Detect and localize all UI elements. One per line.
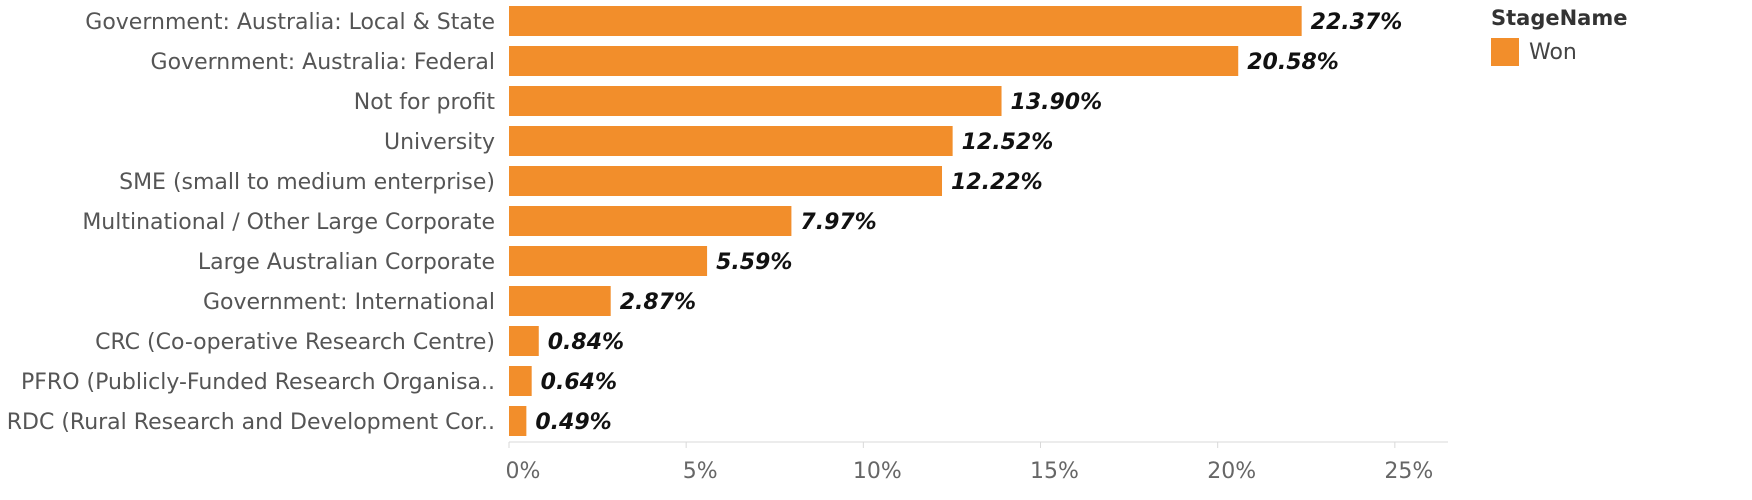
category-label-multinational-other-large-corporate: Multinational / Other Large Corporate xyxy=(82,210,495,235)
category-label-pfro-publicly-funded-research-organisa: PFRO (Publicly-Funded Research Organisa.… xyxy=(21,370,495,395)
bar-university[interactable] xyxy=(509,126,953,156)
x-tick-label: 0% xyxy=(506,459,541,484)
bar-not-for-profit[interactable] xyxy=(509,86,1002,116)
legend: StageName Won xyxy=(1491,6,1627,66)
legend-title: StageName xyxy=(1491,6,1628,30)
value-label-large-australian-corporate: 5.59% xyxy=(716,250,792,275)
category-label-not-for-profit: Not for profit xyxy=(354,90,496,115)
value-label-crc-co-operative-research-centre: 0.84% xyxy=(548,330,624,355)
bars xyxy=(509,6,1302,436)
category-label-government-australia-federal: Government: Australia: Federal xyxy=(151,50,495,75)
x-tick-label: 20% xyxy=(1207,459,1256,484)
value-label-multinational-other-large-corporate: 7.97% xyxy=(800,210,876,235)
x-tick-label: 10% xyxy=(853,459,902,484)
value-label-rdc-rural-research-and-development-cor: 0.49% xyxy=(535,410,611,435)
category-label-rdc-rural-research-and-development-cor: RDC (Rural Research and Development Cor.… xyxy=(7,410,495,435)
value-label-pfro-publicly-funded-research-organisa: 0.64% xyxy=(541,370,617,395)
bar-sme-small-to-medium-enterprise[interactable] xyxy=(509,166,943,196)
legend-label: Won xyxy=(1529,39,1577,65)
legend-swatch xyxy=(1491,38,1519,66)
bar-rdc-rural-research-and-development-cor[interactable] xyxy=(509,406,527,436)
value-label-government-australia-local-state: 22.37% xyxy=(1311,10,1403,35)
category-label-crc-co-operative-research-centre: CRC (Co-operative Research Centre) xyxy=(95,330,495,355)
category-label-sme-small-to-medium-enterprise: SME (small to medium enterprise) xyxy=(119,170,495,195)
x-tick-label: 25% xyxy=(1384,459,1433,484)
bar-pfro-publicly-funded-research-organisa[interactable] xyxy=(509,366,532,396)
bar-government-australia-federal[interactable] xyxy=(509,46,1239,76)
bar-multinational-other-large-corporate[interactable] xyxy=(509,206,792,236)
value-labels: 22.37% 20.58% 13.90% 12.52% 12.22% 7.97% 5.59%… xyxy=(535,10,1402,435)
legend-item-won[interactable]: Won xyxy=(1491,38,1627,66)
x-axis: 0% 5% 10% 15% 20% 25% xyxy=(506,441,1448,484)
bar-government-australia-local-state[interactable] xyxy=(509,6,1302,36)
bar-crc-co-operative-research-centre[interactable] xyxy=(509,326,539,356)
category-label-government-australia-local-state: Government: Australia: Local & State xyxy=(85,10,495,35)
value-label-sme-small-to-medium-enterprise: 12.22% xyxy=(951,170,1043,195)
x-tick-label: 15% xyxy=(1030,459,1079,484)
value-label-government-australia-federal: 20.58% xyxy=(1247,50,1339,75)
value-label-not-for-profit: 13.90% xyxy=(1011,90,1103,115)
x-tick-label: 5% xyxy=(683,459,718,484)
category-labels: Government: Australia: Local & State Gove… xyxy=(7,10,496,435)
bar-large-australian-corporate[interactable] xyxy=(509,246,708,276)
value-label-university: 12.52% xyxy=(962,130,1054,155)
category-label-large-australian-corporate: Large Australian Corporate xyxy=(198,250,495,275)
bar-government-international[interactable] xyxy=(509,286,611,316)
category-label-government-international: Government: International xyxy=(203,290,495,315)
category-label-university: University xyxy=(384,130,495,155)
value-label-government-international: 2.87% xyxy=(620,290,696,315)
